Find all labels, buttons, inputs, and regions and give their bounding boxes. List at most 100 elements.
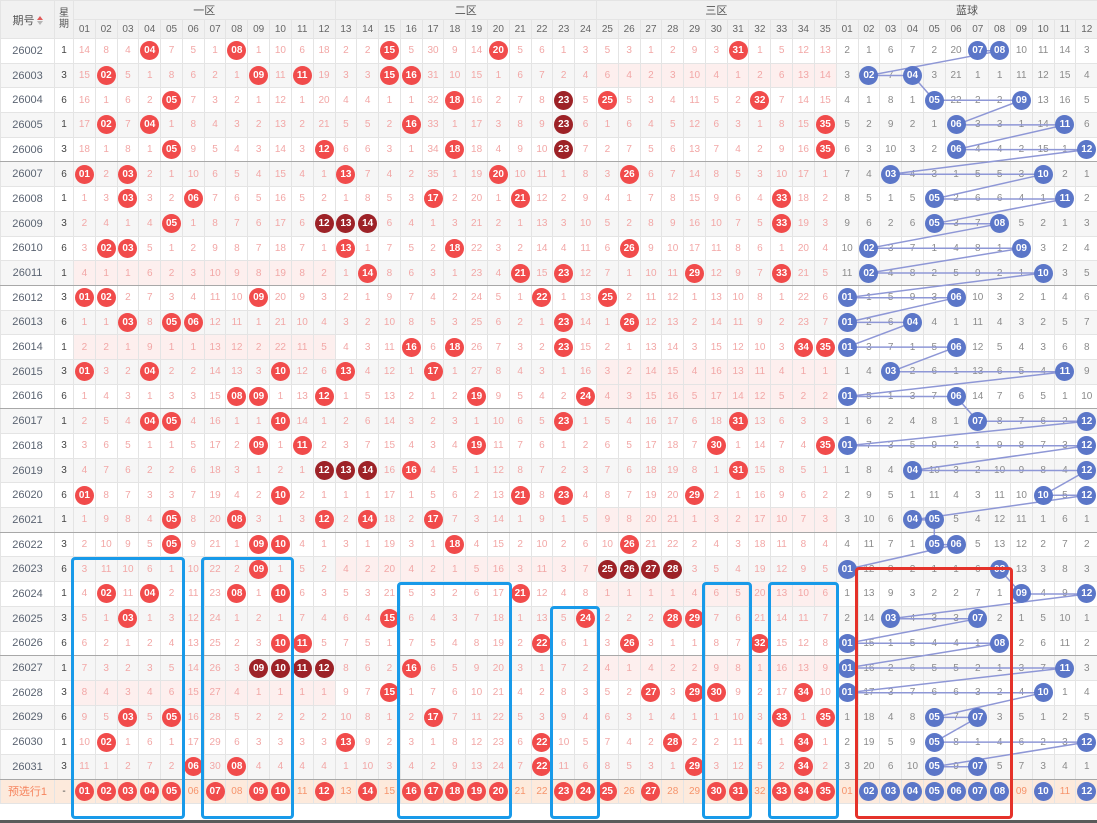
cell[interactable]: 08 [225, 778, 249, 805]
blue-ball[interactable]: 04 [902, 781, 922, 801]
cell[interactable]: 25 [596, 778, 619, 805]
presel-number[interactable]: 32 [754, 785, 766, 797]
presel-number[interactable]: 15 [383, 785, 396, 797]
cell[interactable]: 06 [944, 778, 968, 805]
blue-ball[interactable]: 08 [990, 781, 1010, 801]
red-ball[interactable]: 04 [140, 781, 160, 801]
period-column-header[interactable]: 期号 [0, 0, 55, 39]
cell[interactable]: 07 [203, 778, 227, 805]
cell[interactable]: 19 [465, 778, 488, 805]
cell[interactable]: 07 [966, 778, 990, 805]
blue-ball[interactable]: 12 [1077, 781, 1097, 801]
blue-ball[interactable]: 02 [859, 781, 879, 801]
presel-number[interactable]: 11 [297, 785, 308, 797]
presel-number[interactable]: 22 [536, 785, 548, 797]
red-ball[interactable]: 30 [706, 781, 726, 801]
presel-number[interactable]: 09 [1015, 785, 1027, 797]
cell[interactable]: 09 [247, 778, 271, 805]
cell[interactable]: 05 [922, 778, 946, 805]
cell[interactable]: 05 [160, 778, 183, 805]
red-ball[interactable]: 02 [96, 781, 116, 801]
cell[interactable]: 18 [443, 778, 467, 805]
red-ball[interactable]: 27 [641, 781, 661, 801]
cell[interactable]: 13 [334, 778, 358, 805]
presel-number[interactable]: 26 [623, 785, 635, 797]
cell[interactable]: 01 [835, 778, 859, 805]
red-ball[interactable]: 17 [423, 781, 443, 801]
red-ball[interactable]: 07 [205, 781, 225, 801]
cell[interactable]: 04 [901, 778, 924, 805]
red-ball[interactable]: 14 [358, 781, 378, 801]
cell[interactable]: 15 [378, 778, 401, 805]
red-ball[interactable]: 34 [793, 781, 813, 801]
red-ball[interactable]: 23 [554, 781, 574, 801]
cell[interactable]: 02 [94, 778, 118, 805]
blue-ball[interactable]: 07 [968, 781, 988, 801]
cell[interactable]: 23 [552, 778, 576, 805]
presel-number[interactable]: 29 [688, 785, 701, 797]
red-ball[interactable]: 33 [772, 781, 792, 801]
sort-icon[interactable] [36, 15, 43, 26]
cell[interactable]: 04 [138, 778, 162, 805]
cell[interactable]: 03 [116, 778, 140, 805]
red-ball[interactable]: 25 [597, 781, 617, 801]
cell[interactable]: 14 [356, 778, 380, 805]
blue-ball[interactable]: 06 [946, 781, 966, 801]
red-ball[interactable]: 01 [74, 781, 94, 801]
cell[interactable]: 30 [704, 778, 728, 805]
cell[interactable]: 02 [857, 778, 881, 805]
miss-count-cell: 8 [452, 736, 458, 748]
cell[interactable]: 11 [290, 778, 314, 805]
cell[interactable]: 28 [661, 778, 685, 805]
red-ball[interactable]: 20 [488, 781, 508, 801]
red-ball[interactable]: 09 [249, 781, 269, 801]
cell[interactable]: 11 [1053, 778, 1077, 805]
presel-row-label[interactable]: 预选行1 [0, 778, 55, 805]
cell[interactable]: 29 [683, 778, 706, 805]
presel-number[interactable]: 01 [841, 785, 853, 797]
cell[interactable]: 08 [988, 778, 1011, 805]
red-ball[interactable]: 03 [118, 781, 138, 801]
presel-number[interactable]: 21 [514, 785, 526, 797]
presel-number[interactable]: 11 [1059, 785, 1071, 797]
red-ball[interactable]: 05 [162, 781, 182, 801]
red-ball[interactable]: 12 [314, 781, 334, 801]
cell[interactable]: 17 [421, 778, 445, 805]
cell[interactable]: 32 [748, 778, 772, 805]
cell[interactable]: 10 [1031, 778, 1055, 805]
cell[interactable]: 22 [530, 778, 554, 805]
cell[interactable]: 12 [1075, 778, 1097, 805]
blue-ball[interactable]: 03 [881, 781, 901, 801]
red-ball[interactable]: 19 [467, 781, 487, 801]
presel-number[interactable]: 13 [340, 785, 352, 797]
red-ball[interactable]: 35 [815, 781, 835, 801]
cell[interactable]: 34 [792, 778, 815, 805]
red-ball[interactable]: 10 [270, 781, 290, 801]
cell[interactable]: 10 [269, 778, 292, 805]
cell[interactable]: 33 [770, 778, 794, 805]
red-ball[interactable]: 16 [401, 781, 421, 801]
cell[interactable]: 20 [486, 778, 510, 805]
cell[interactable]: 26 [617, 778, 641, 805]
blue-ball[interactable]: 10 [1033, 781, 1053, 801]
cell[interactable]: 21 [508, 778, 532, 805]
cell[interactable]: 16 [399, 778, 423, 805]
cell[interactable]: 09 [1009, 778, 1033, 805]
cell[interactable]: 01 [73, 778, 96, 805]
presel-number[interactable]: 08 [231, 785, 243, 797]
cell[interactable]: 06 [181, 778, 205, 805]
cell[interactable]: 24 [574, 778, 597, 805]
red-ball[interactable]: 24 [576, 781, 596, 801]
cell[interactable]: 31 [726, 778, 750, 805]
cell[interactable]: 27 [639, 778, 663, 805]
presel-number[interactable]: 06 [187, 785, 199, 797]
presel-number[interactable]: 28 [667, 785, 679, 797]
cell[interactable]: 35 [813, 778, 837, 805]
cell[interactable]: 03 [879, 778, 903, 805]
blue-ball[interactable]: 05 [924, 781, 944, 801]
red-ball[interactable]: 31 [728, 781, 748, 801]
miss-count-cell: 11 [798, 613, 809, 625]
cell: 14 [290, 408, 314, 434]
cell[interactable]: 12 [312, 778, 336, 805]
red-ball[interactable]: 18 [445, 781, 465, 801]
